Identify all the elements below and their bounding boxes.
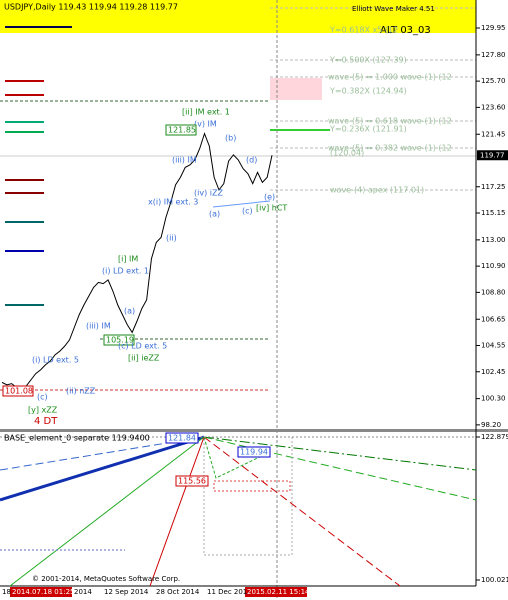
- x-label: 12 Sep 2014: [104, 588, 149, 596]
- wave-label: x(i) IM ext. 3: [148, 198, 198, 207]
- wave-label: (iii) IM: [172, 156, 197, 165]
- highlight-zone: [0, 0, 476, 33]
- y-tick-label: 123.60: [481, 103, 506, 111]
- y-tick-label: 113.00: [481, 236, 506, 244]
- level: Y=0.500X (127.39): [329, 56, 407, 65]
- level: wave-(5) = 1.000 wave-(1) (12: [328, 73, 452, 82]
- level: wave-(4) apex (117.01): [330, 186, 424, 195]
- level: (120.04): [330, 149, 364, 158]
- wave-label: [iv] hCT: [256, 204, 287, 213]
- price-line: [1, 132, 273, 391]
- wave-label: 4 DT: [34, 416, 58, 427]
- price-box: [477, 150, 508, 161]
- wave-label: (ii): [166, 234, 177, 243]
- box: [165, 432, 199, 444]
- ind-label: 121.84: [168, 434, 196, 443]
- time-box: [245, 587, 307, 597]
- x-label: 2015.02.11 15:14: [247, 588, 310, 596]
- wave-label: (a): [124, 307, 135, 316]
- price-box: [165, 124, 197, 136]
- y-tick-label: 108.80: [481, 288, 506, 296]
- wave-label: 105.19: [106, 336, 134, 345]
- wave-label: (d): [246, 156, 257, 165]
- time-box: [10, 587, 72, 597]
- wave-label: (i) LD ext. 5: [32, 356, 79, 365]
- box: [175, 475, 209, 487]
- price-box: [2, 385, 34, 397]
- price-box: [103, 334, 135, 346]
- y-tick-label: 102.45: [481, 368, 506, 376]
- y-tick-label: 106.65: [481, 315, 506, 323]
- wave-label: (a): [209, 210, 220, 219]
- indicator-title: BASE_element_0 separate 119.9400: [4, 434, 150, 443]
- box: [237, 446, 271, 458]
- y-tick-label: 117.25: [481, 183, 506, 191]
- wave-label: [ii] ieZZ: [128, 354, 160, 363]
- y-tick-label: 100.30: [481, 395, 506, 403]
- y-tick-label: 129.95: [481, 24, 506, 32]
- copyright: © 2001-2014, MetaQuotes Software Corp.: [32, 575, 180, 583]
- y-tick-label: 100.021: [481, 576, 508, 584]
- symbol: USDJPY,Daily 119.43 119.94 119.28 119.77: [4, 3, 178, 12]
- wave-label: (c) LD ext. 5: [118, 342, 167, 351]
- wave-label: (iii) IM: [86, 322, 111, 331]
- wave-label: [y] xZZ: [28, 406, 58, 415]
- level-lines: [5, 26, 330, 306]
- y-tick-label: 104.55: [481, 342, 506, 350]
- y-tick-label: 115.15: [481, 209, 506, 217]
- wave-label: (b): [225, 134, 236, 143]
- level: wave-(5) = 0.618 wave-(1) (12: [328, 117, 452, 126]
- level: wave-(5) = 0.382 wave-(1) (12: [328, 144, 452, 153]
- wave-label: (ii) nZZ: [66, 387, 96, 396]
- x-label: 28 Oct 2014: [156, 588, 200, 596]
- wave-label: (iv) iZZ: [194, 189, 223, 198]
- wave-label: 101.08: [5, 387, 33, 396]
- y-tick-label: 127.80: [481, 51, 506, 59]
- fib-lines: [0, 0, 476, 600]
- y-tick-label: 98.20: [481, 421, 501, 429]
- y-tick-label: 110.90: [481, 262, 506, 270]
- separator: [0, 429, 508, 432]
- last-price: 119.77: [480, 151, 505, 159]
- wave-label: (v) IM: [194, 120, 217, 129]
- x-label: 11 Dec 201: [207, 588, 247, 596]
- wave-label: (e): [264, 193, 275, 202]
- trendline: [212, 200, 271, 208]
- text-layer: USDJPY,Daily 119.43 119.94 119.28 119.77…: [4, 3, 452, 195]
- x-label: 2014.07.18 01:25: [12, 588, 74, 596]
- target-zone: [270, 78, 322, 100]
- wave-label: (c): [37, 393, 48, 402]
- wave-label: (i) LD ext. 1: [102, 267, 149, 276]
- level: Y=0.382X (124.94): [329, 87, 407, 96]
- level: Y=0.236X (121.91): [329, 125, 407, 134]
- y-tick-label: 121.45: [481, 130, 506, 138]
- wave-label: 121.85: [168, 126, 196, 135]
- y-tick-label: 125.70: [481, 77, 506, 85]
- tool: Elliott Wave Maker 4.51: [352, 5, 435, 13]
- x-label: 2014: [74, 588, 92, 596]
- ind-label: 115.56: [178, 477, 206, 486]
- indicator-lines: [0, 435, 477, 587]
- y-tick-label: 122.879: [481, 433, 508, 441]
- alt: ALT 03_03: [380, 25, 431, 36]
- x-label: 18: [2, 588, 11, 596]
- wave-label: [i] IM: [118, 255, 138, 264]
- wave-label: [ii] IM ext. 1: [182, 108, 230, 117]
- wave-label: (c): [242, 207, 253, 216]
- level: Y=0.618X x5 (12: [329, 26, 398, 35]
- ind-label: 119.94: [240, 448, 268, 457]
